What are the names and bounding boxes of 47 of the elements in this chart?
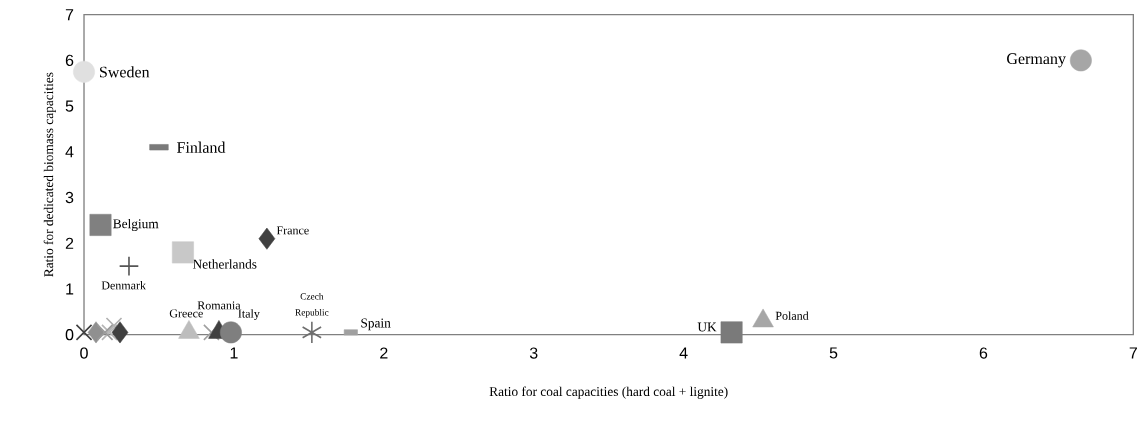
series-label: Spain <box>361 318 391 331</box>
series-label: Germany <box>1007 53 1066 68</box>
y-tick-label: 6 <box>65 54 74 67</box>
y-tick-label: 1 <box>66 283 74 295</box>
series-label: Poland <box>775 311 809 320</box>
point <box>73 60 95 83</box>
x-tick-label: 5 <box>829 347 838 359</box>
series-label: Denmark <box>101 281 146 290</box>
point <box>105 317 123 334</box>
point <box>1069 49 1092 72</box>
legend-label: Sweden <box>100 66 150 78</box>
x-tick-label: 4 <box>679 347 688 359</box>
point <box>87 321 105 344</box>
y-tick-label: 5 <box>65 100 74 112</box>
x-tick-label: 0 <box>80 347 88 359</box>
x-tick-label: 1 <box>230 347 238 359</box>
point <box>219 321 242 344</box>
series-label: Belgium <box>113 218 159 232</box>
series-label: Netherlands <box>192 259 257 269</box>
series-label: France <box>276 226 309 235</box>
y-tick-label: 3 <box>65 191 74 204</box>
point <box>720 321 743 344</box>
point <box>118 255 140 277</box>
point <box>89 214 112 236</box>
point <box>101 324 118 341</box>
x-tick-label: 3 <box>529 347 538 359</box>
point <box>96 324 114 341</box>
series-label: Greece <box>169 309 203 318</box>
x-tick-label: 7 <box>1129 347 1137 359</box>
series-label: Italy <box>238 309 260 321</box>
point <box>203 324 220 341</box>
y-axis-title: Ratio for dedicated biomass capacities <box>43 72 56 277</box>
y-tick-label: 7 <box>65 9 74 21</box>
point <box>111 321 129 344</box>
x-tick-label: 6 <box>979 347 988 359</box>
series-label: UK <box>697 322 717 332</box>
y-tick-label: 4 <box>65 146 74 158</box>
point <box>75 324 93 341</box>
point <box>258 227 276 250</box>
y-tick-label: 2 <box>65 237 74 249</box>
series-label: Czech Republic <box>295 293 329 318</box>
x-tick-label: 2 <box>380 347 388 359</box>
point <box>172 241 194 264</box>
series-label: Finland <box>177 141 226 153</box>
series-label: Romania <box>197 301 241 310</box>
x-axis-title: Ratio for coal capacities (hard coal + lignite) <box>489 386 728 399</box>
y-tick-label: 0 <box>65 329 74 341</box>
